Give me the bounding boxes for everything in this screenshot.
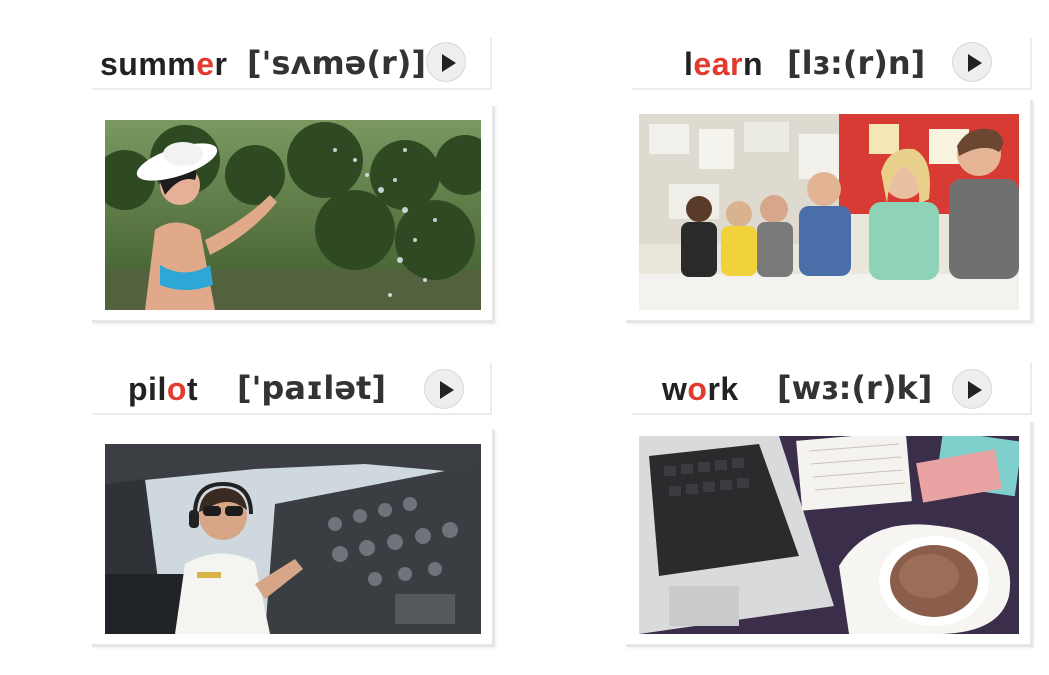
word-image bbox=[626, 100, 1033, 323]
swimmer-splashing-water-photo bbox=[105, 120, 481, 310]
phonetic-transcription: ['paɪlət] bbox=[237, 369, 386, 407]
play-audio-button[interactable] bbox=[424, 369, 464, 409]
play-audio-button[interactable] bbox=[952, 42, 992, 82]
play-audio-button[interactable] bbox=[426, 42, 466, 82]
students-in-classroom-photo bbox=[639, 114, 1019, 310]
word-text: learn bbox=[684, 46, 763, 82]
word-text: pilot bbox=[128, 371, 199, 407]
phonetic-transcription: ['sʌmə(r)] bbox=[247, 44, 427, 82]
word-header: learn [lɜ:(r)n] bbox=[632, 38, 1032, 90]
word-header: summer ['sʌmə(r)] bbox=[92, 38, 492, 90]
phonetic-transcription: [lɜ:(r)n] bbox=[787, 44, 926, 82]
word-text: work bbox=[662, 371, 739, 407]
word-header: work [wɜ:(r)k] bbox=[632, 363, 1032, 415]
word-header: pilot ['paɪlət] bbox=[92, 363, 492, 415]
word-image bbox=[92, 430, 495, 647]
pilot-in-cockpit-photo bbox=[105, 444, 481, 634]
laptop-coffee-notebook-photo bbox=[639, 436, 1019, 634]
word-text: summer bbox=[100, 46, 228, 82]
phonetic-transcription: [wɜ:(r)k] bbox=[777, 369, 933, 407]
play-audio-button[interactable] bbox=[952, 369, 992, 409]
word-image bbox=[92, 106, 495, 323]
word-image bbox=[626, 422, 1033, 647]
